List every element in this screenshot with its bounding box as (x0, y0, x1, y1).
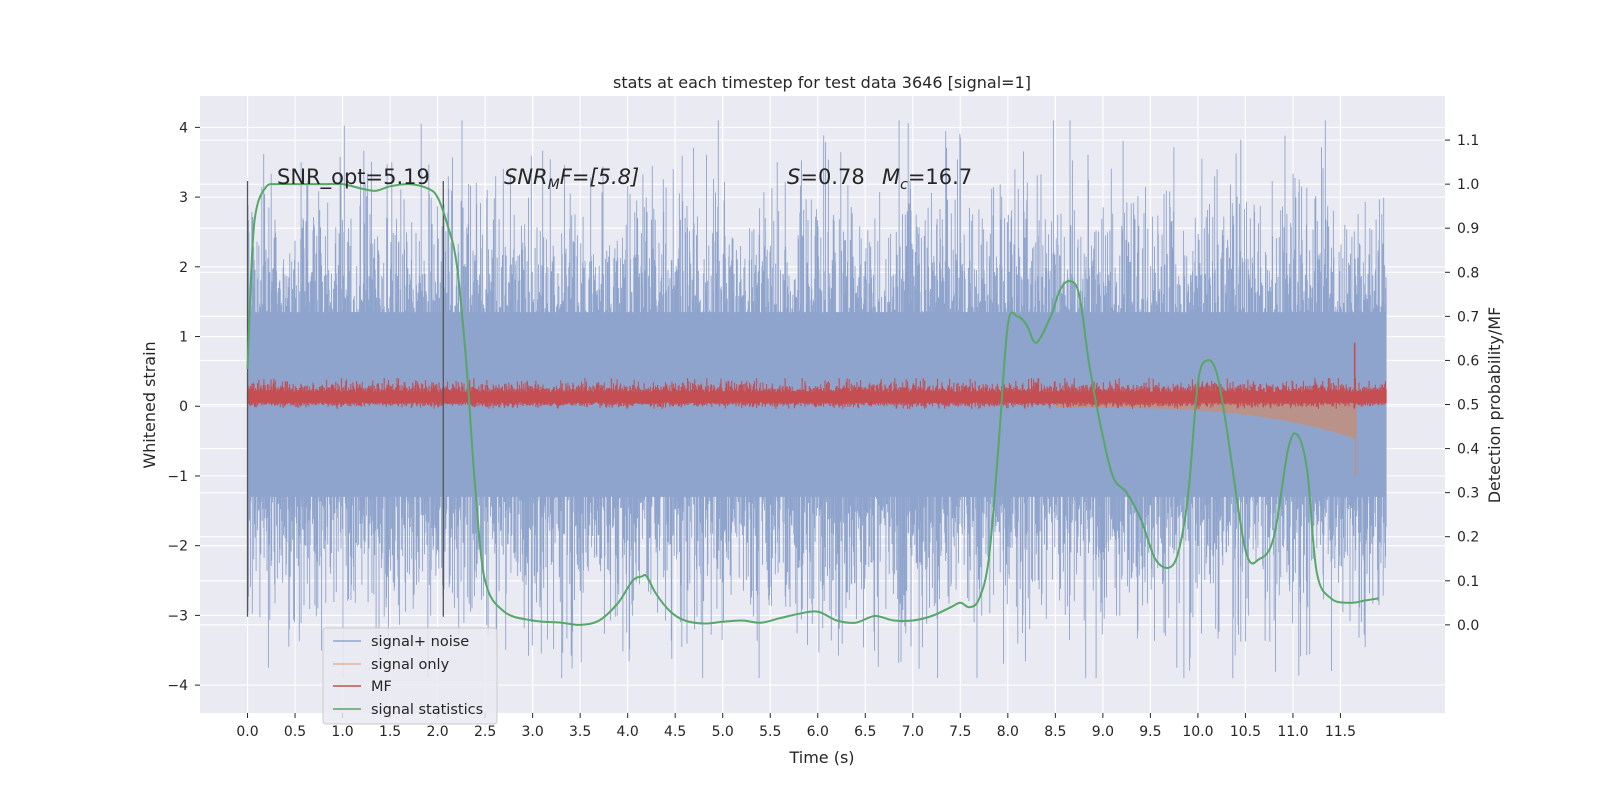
mc-subscript: c (900, 177, 908, 193)
y-right-tick-label: 0.0 (1457, 618, 1479, 634)
y-right-tick-label: 0.9 (1457, 221, 1479, 237)
x-tick-label: 8.5 (1044, 724, 1066, 740)
mc-symbol: M (882, 165, 900, 189)
y-right-tick-label: 0.5 (1457, 398, 1479, 414)
legend-label-signal-statistics: signal statistics (371, 702, 483, 718)
y-left-tick-label: 3 (179, 190, 188, 206)
legend-label-signal-only: signal only (371, 657, 450, 673)
y-right-tick-label: 0.8 (1457, 265, 1479, 281)
x-tick-label: 10.0 (1182, 724, 1213, 740)
x-tick-label: 5.5 (759, 724, 781, 740)
legend-label-signal-noise: signal+ noise (371, 634, 469, 650)
x-tick-label: 11.5 (1325, 724, 1356, 740)
signal-only-trace (1055, 399, 1356, 439)
x-tick-label: 6.5 (854, 724, 876, 740)
signal-statistics-trace (246, 182, 1379, 626)
y-right-tick-label: 0.4 (1457, 442, 1479, 458)
y-left-tick-label: 1 (179, 330, 188, 346)
x-tick-label: 3.5 (569, 724, 591, 740)
x-tick-label: 0.0 (236, 724, 258, 740)
x-tick-label: 7.5 (949, 724, 971, 740)
s-symbol: S (787, 165, 800, 189)
annotation-mc: Mc=16.7 (882, 165, 972, 193)
y-left-ticks: 4 3 2 1 0 −1 −2 −3 −4 (167, 120, 200, 694)
y-right-tick-label: 1.0 (1457, 177, 1479, 193)
y-left-tick-label: −1 (167, 469, 188, 485)
y-left-axis-label: Whitened strain (140, 341, 159, 468)
x-tick-label: 3.0 (522, 724, 544, 740)
x-tick-label: 9.0 (1092, 724, 1114, 740)
signal-only-series (1055, 399, 1357, 476)
y-left-tick-label: −3 (167, 608, 188, 624)
mc-value: =16.7 (908, 165, 972, 189)
x-tick-label: 8.0 (997, 724, 1019, 740)
x-tick-label: 4.0 (617, 724, 639, 740)
signal-statistics-series (246, 182, 1379, 626)
x-tick-label: 9.5 (1139, 724, 1161, 740)
annotation-snr-opt: SNR_opt=5.19 (277, 165, 430, 190)
y-right-tick-label: 0.7 (1457, 309, 1479, 325)
marker-lines (246, 181, 444, 617)
x-axis-label: Time (s) (788, 748, 854, 767)
x-tick-label: 2.5 (474, 724, 496, 740)
x-tick-label: 0.5 (284, 724, 306, 740)
y-right-tick-label: 0.6 (1457, 353, 1479, 369)
x-tick-label: 10.5 (1230, 724, 1261, 740)
y-left-tick-label: 4 (179, 120, 188, 136)
annotation-s: S=0.78 (787, 165, 865, 189)
y-left-tick-label: −4 (167, 678, 188, 694)
y-left-tick-label: 2 (179, 260, 188, 276)
snr-mf-symbol: SNR (504, 165, 548, 189)
y-right-tick-label: 0.1 (1457, 574, 1479, 590)
y-left-tick-label: 0 (179, 399, 188, 415)
x-tick-label: 7.0 (902, 724, 924, 740)
snr-mf-subscript: M (548, 177, 560, 193)
legend: signal+ noise signal only MF signal stat… (322, 627, 498, 725)
legend-box (322, 627, 498, 725)
y-right-tick-label: 1.1 (1457, 133, 1479, 149)
x-ticks: 0.0 0.5 1.0 1.5 2.0 2.5 3.0 3.5 4.0 4.5 5.0 5.5 6.0 6… (236, 713, 1356, 740)
x-tick-label: 4.5 (664, 724, 686, 740)
s-value: =0.78 (800, 165, 864, 189)
annotations: SNR_opt=5.19 SNRMF=[5.8] S=0.78 Mc=16.7 (277, 165, 972, 193)
snr-mf-value: F=[5.8] (560, 165, 639, 189)
x-tick-label: 1.0 (331, 724, 353, 740)
annotation-snr-mf: SNRMF=[5.8] (504, 165, 639, 193)
y-right-tick-label: 0.3 (1457, 486, 1479, 502)
legend-label-mf: MF (371, 679, 392, 695)
x-tick-label: 6.0 (807, 724, 829, 740)
y-left-tick-label: −2 (167, 539, 188, 555)
y-right-ticks: 1.1 1.0 0.9 0.8 0.7 0.6 0.5 0.4 0.3 0.2 0.1 0.0 (1445, 133, 1479, 634)
chart-title: stats at each timestep for test data 364… (613, 73, 1031, 92)
x-tick-label: 2.0 (426, 724, 448, 740)
x-tick-label: 5.0 (712, 724, 734, 740)
y-right-axis-label: Detection probability/MF (1485, 307, 1504, 504)
x-tick-label: 1.5 (379, 724, 401, 740)
x-tick-label: 11.0 (1277, 724, 1308, 740)
y-right-tick-label: 0.2 (1457, 530, 1479, 546)
